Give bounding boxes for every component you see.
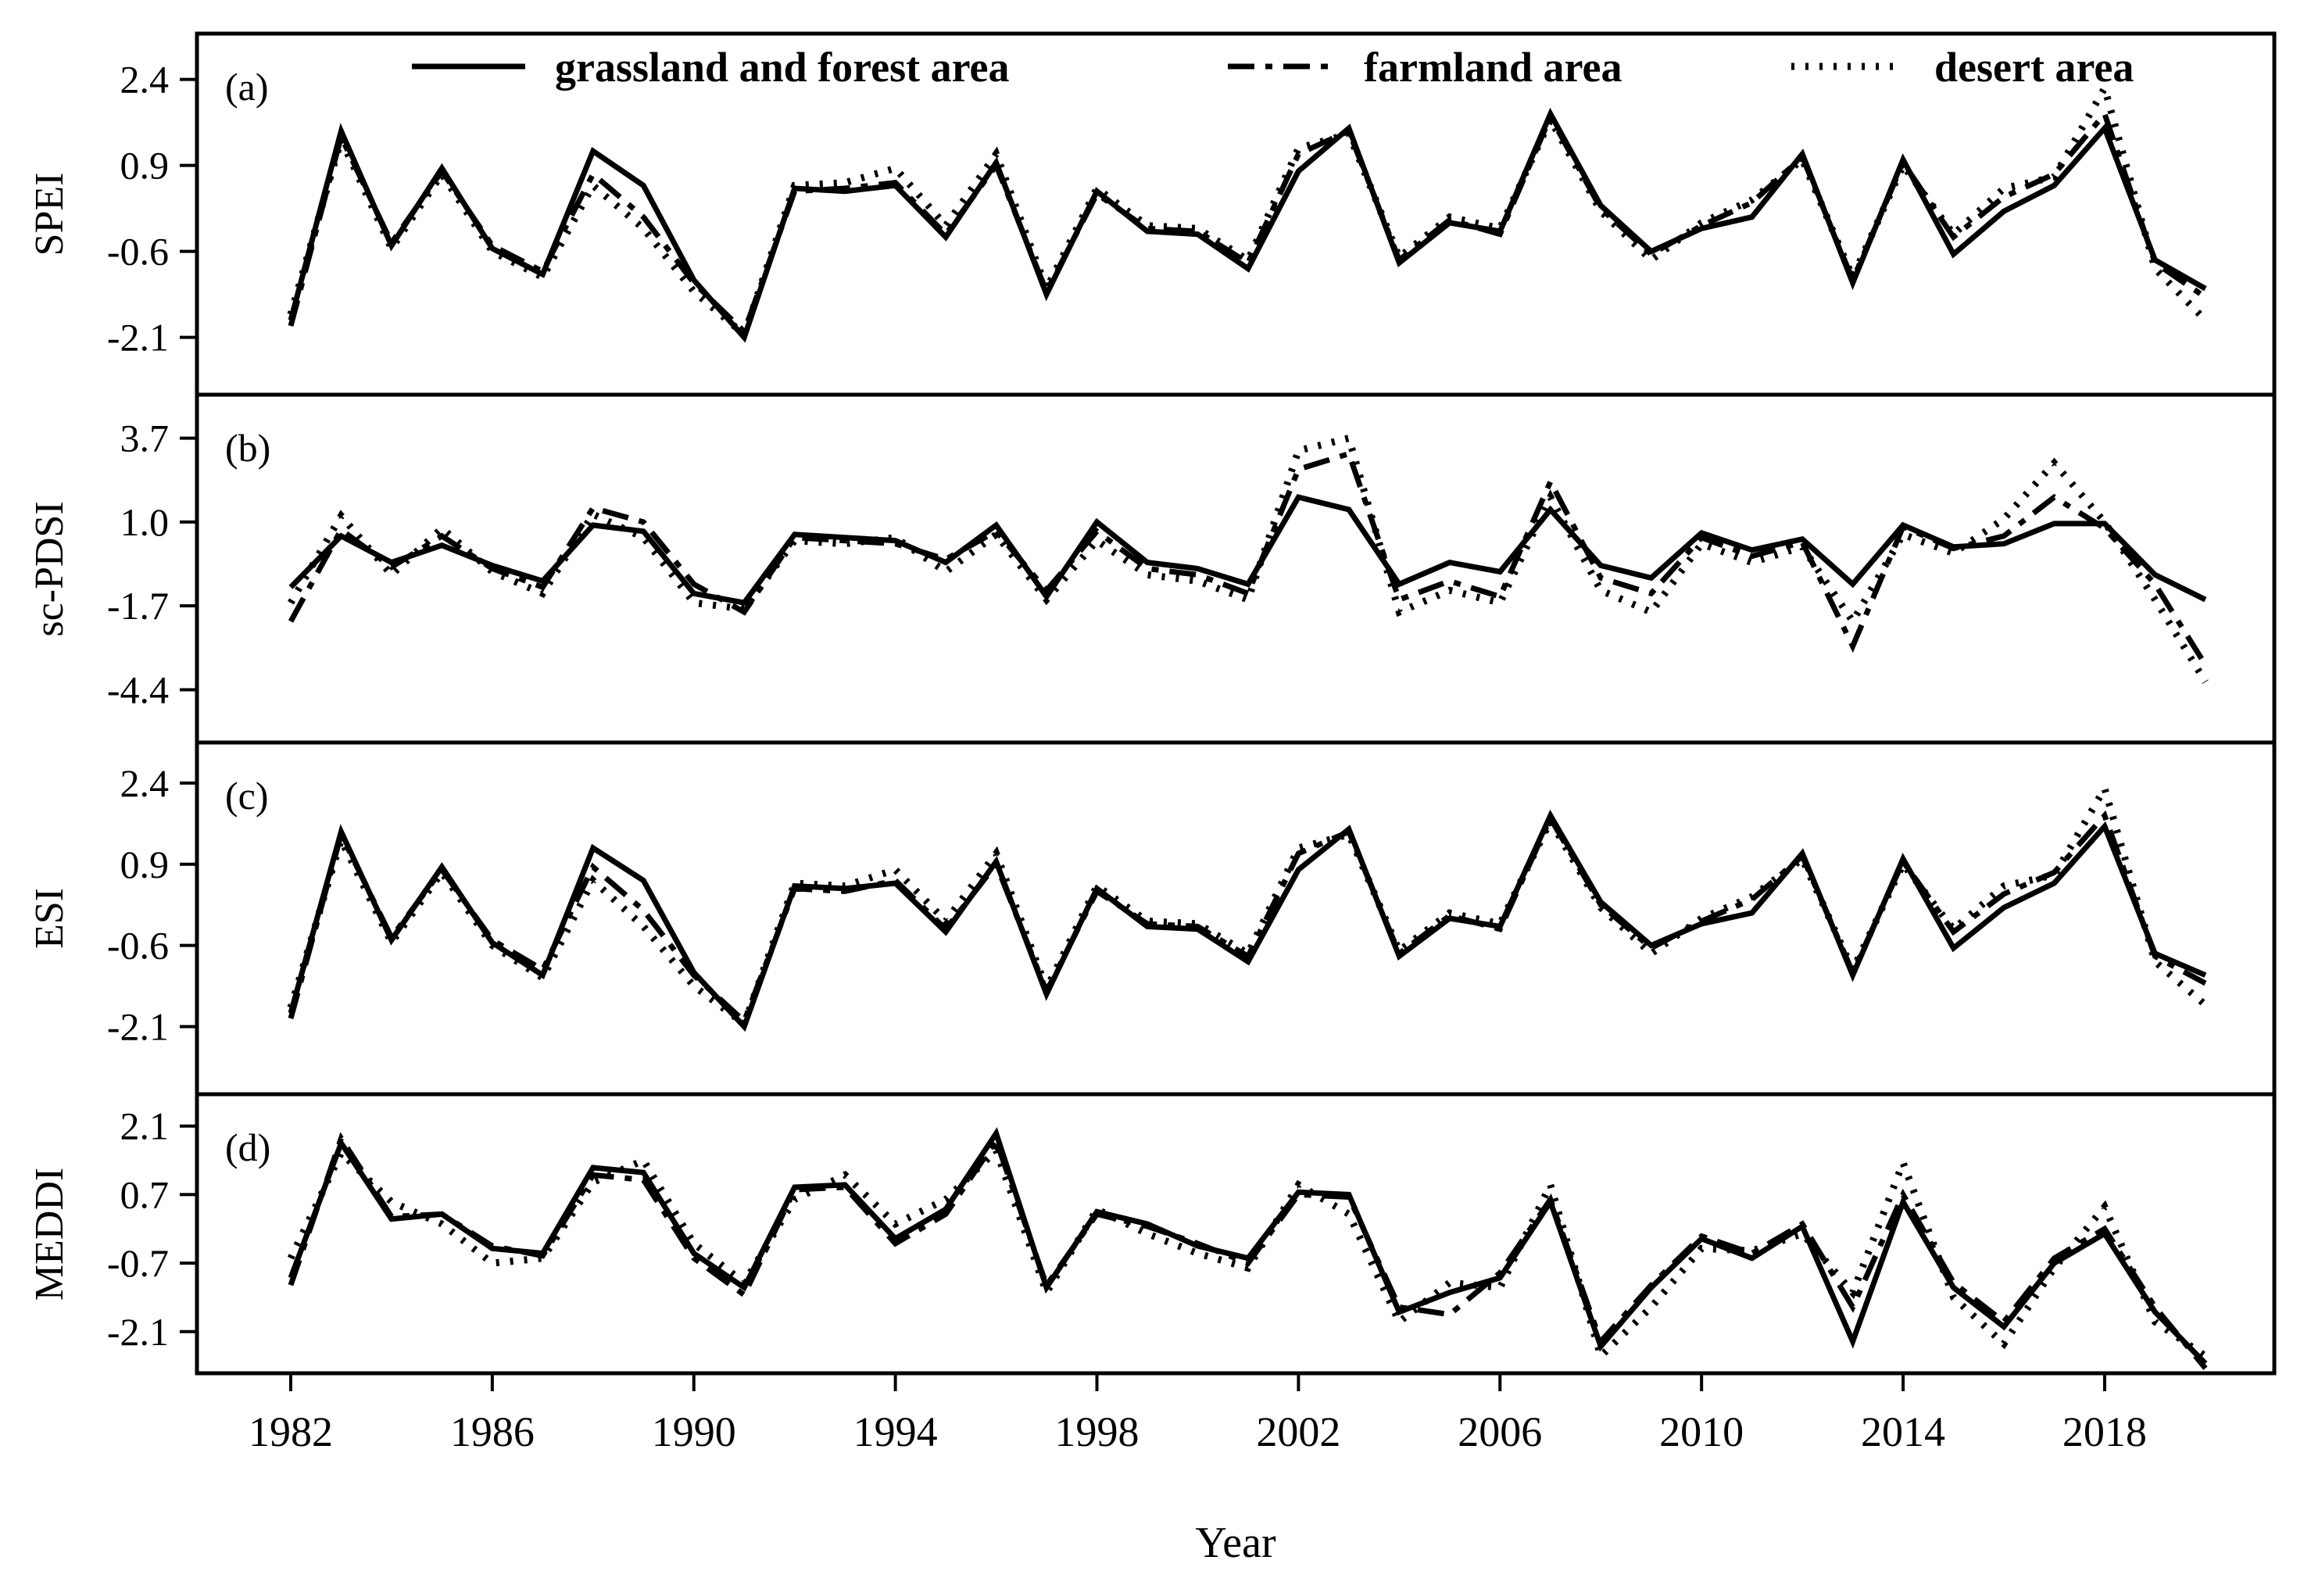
- y-tick-label: -2.1: [107, 1310, 169, 1354]
- y-axis-title-esi: ESI: [27, 888, 72, 949]
- series-line-solid: [288, 494, 2207, 607]
- series-line-dashdot: [288, 1132, 2208, 1370]
- x-tick-label: 1994: [853, 1408, 938, 1455]
- panel-border-d: [195, 1092, 2277, 1376]
- legend-label-farmland: farmland area: [1364, 44, 1622, 91]
- series-line-dashdot: [288, 450, 2208, 667]
- panel-label-b: (b): [225, 426, 270, 470]
- x-axis-title: Year: [1195, 1519, 1276, 1567]
- x-tick-label: 2002: [1256, 1408, 1340, 1455]
- y-tick-label: -1.7: [107, 584, 169, 628]
- series-line-dotted: [287, 779, 2208, 1030]
- chart-dynamic-layer: 2.4 0.9 -0.6 -2.1 3.7 1.0 -1.7 -4.4 2.4 0.9 -0.6 -2…: [107, 31, 2277, 1455]
- y-tick-label: 0.9: [120, 144, 170, 188]
- legend-label-grassland: grassland and forest area: [555, 44, 1010, 91]
- x-tick-label: 1986: [450, 1408, 535, 1455]
- series-line-solid: [288, 107, 2207, 343]
- x-tick-label: 2010: [1659, 1408, 1744, 1455]
- legend-label-desert: desert area: [1934, 44, 2134, 91]
- panel-border-c: [195, 740, 2277, 1097]
- y-axis-title-spei: SPEI: [27, 173, 72, 256]
- series-line-solid: [288, 1127, 2208, 1365]
- x-tick-label: 1998: [1055, 1408, 1139, 1455]
- series-line-dashdot: [288, 108, 2207, 337]
- x-tick-label: 1990: [652, 1408, 736, 1455]
- chart-legend: grassland and forest area farmland area …: [412, 44, 2134, 91]
- series-line-dotted: [287, 1143, 2208, 1363]
- y-tick-label: 2.4: [120, 58, 170, 102]
- y-tick-label: -0.6: [107, 924, 169, 968]
- y-axis-title-meddi: MEDDI: [27, 1168, 72, 1301]
- y-axis-title-scpdsi: sc-PDSI: [27, 501, 72, 636]
- x-tick-label: 2018: [2063, 1408, 2147, 1455]
- x-tick-label: 1982: [249, 1408, 333, 1455]
- panel-label-a: (a): [225, 65, 269, 109]
- y-tick-label: 3.7: [120, 417, 170, 460]
- y-tick-label: 2.4: [120, 761, 170, 805]
- y-tick-label: 1.0: [120, 500, 170, 544]
- y-tick-label: 0.7: [120, 1172, 170, 1216]
- y-tick-label: -4.4: [107, 667, 169, 711]
- panel-label-d: (d): [225, 1125, 270, 1169]
- series-line-dotted: [288, 434, 2209, 684]
- x-tick-label: 2006: [1458, 1408, 1542, 1455]
- y-tick-label: -2.1: [107, 316, 169, 360]
- y-tick-label: 0.9: [120, 843, 170, 886]
- panel-label-c: (c): [225, 774, 269, 818]
- series-line-solid: [288, 809, 2207, 1032]
- y-tick-label: -0.6: [107, 230, 169, 274]
- y-tick-label: 2.1: [120, 1104, 170, 1148]
- series-line-dotted: [287, 79, 2209, 341]
- series-line-dashdot: [288, 810, 2207, 1026]
- y-tick-label: -2.1: [107, 1004, 169, 1048]
- y-tick-label: -0.7: [107, 1241, 169, 1285]
- x-tick-label: 2014: [1861, 1408, 1945, 1455]
